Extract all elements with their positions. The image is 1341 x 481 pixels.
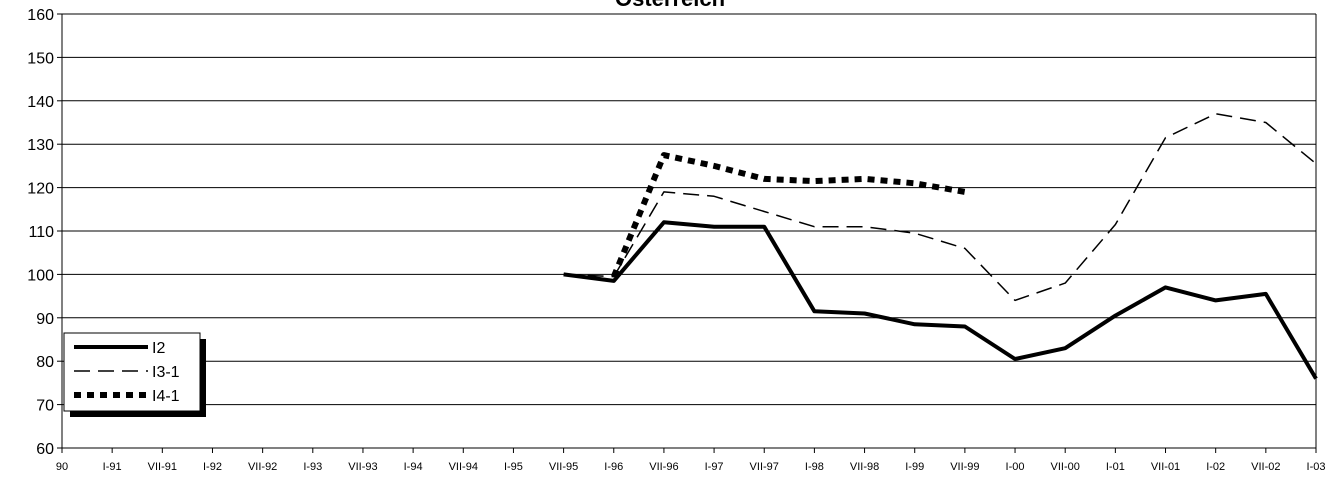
y-tick-label: 110 xyxy=(28,224,54,241)
x-tick-labels: 90 I-91 VII-91 I-92 VII-92 I-93 VII-93 I-94 VII-… xyxy=(56,461,1326,473)
x-tick-label: I-91 xyxy=(103,461,122,473)
x-tick-label: I-97 xyxy=(705,461,724,473)
x-tick-label: I-93 xyxy=(303,461,322,473)
x-tick-label: I-95 xyxy=(504,461,523,473)
series-line-i3-1 xyxy=(563,113,1317,302)
x-tick-label: 90 xyxy=(56,461,68,473)
y-tick-label: 60 xyxy=(36,441,54,458)
y-tick-label: 140 xyxy=(27,94,54,111)
y-tick-labels: 60 70 80 90 100 110 120 130 140 150 160 xyxy=(27,7,54,458)
x-tick-label: I-01 xyxy=(1106,461,1125,473)
x-tick-label: I-96 xyxy=(604,461,623,473)
legend: I2 I3-1 I4-1 xyxy=(63,332,206,417)
x-tick-label: I-98 xyxy=(805,461,824,473)
x-tick-label: VII-97 xyxy=(750,461,779,473)
y-tick-label: 100 xyxy=(27,267,54,284)
y-tick-label: 80 xyxy=(36,354,54,371)
x-tick-label: VII-00 xyxy=(1051,461,1080,473)
x-tick-label: VII-91 xyxy=(148,461,177,473)
x-tick-label: VII-98 xyxy=(850,461,879,473)
x-tick-label: I-02 xyxy=(1206,461,1225,473)
x-tick-label: I-99 xyxy=(905,461,924,473)
x-tick-label: I-92 xyxy=(203,461,222,473)
x-tick-label: VII-01 xyxy=(1151,461,1180,473)
legend-box xyxy=(63,332,201,412)
legend-label-i4-1: I4-1 xyxy=(152,388,180,405)
x-tick-label: I-00 xyxy=(1006,461,1025,473)
axes xyxy=(57,13,1317,453)
y-tick-label: 120 xyxy=(27,181,54,198)
x-tick-label: I-94 xyxy=(404,461,423,473)
y-tick-label: 150 xyxy=(27,50,54,67)
x-tick-label: I-03 xyxy=(1307,461,1326,473)
y-tick-label: 160 xyxy=(27,7,54,24)
y-tick-label: 70 xyxy=(36,398,54,415)
series-line-i2 xyxy=(563,220,1318,380)
legend-label-i2: I2 xyxy=(152,340,165,357)
x-tick-label: VII-94 xyxy=(449,461,478,473)
x-tick-label: VII-92 xyxy=(248,461,277,473)
y-tick-label: 130 xyxy=(27,137,54,154)
legend-label-i3-1: I3-1 xyxy=(152,364,180,381)
y-tick-label: 90 xyxy=(36,311,54,328)
x-tick-label: VII-96 xyxy=(649,461,678,473)
gridlines xyxy=(62,13,1316,406)
x-tick-label: VII-02 xyxy=(1251,461,1280,473)
series-line-i4-1 xyxy=(611,152,966,278)
x-tick-label: VII-95 xyxy=(549,461,578,473)
x-tick-label: VII-93 xyxy=(348,461,377,473)
series-lines xyxy=(563,113,1318,380)
chart-title: Österreich xyxy=(615,0,725,11)
x-tick-label: VII-99 xyxy=(950,461,979,473)
